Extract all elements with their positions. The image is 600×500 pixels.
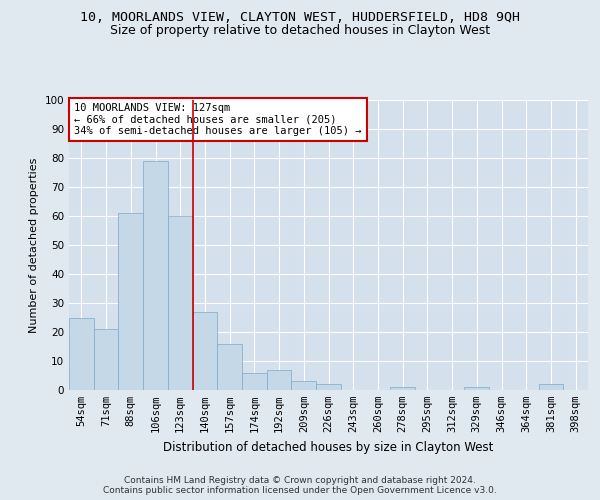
Bar [390,387,415,390]
Text: Size of property relative to detached houses in Clayton West: Size of property relative to detached ho… [110,24,490,37]
Bar [217,344,242,390]
X-axis label: Distribution of detached houses by size in Clayton West: Distribution of detached houses by size … [163,440,494,454]
Bar [242,372,267,390]
Bar [193,312,217,390]
Y-axis label: Number of detached properties: Number of detached properties [29,158,39,332]
Bar [316,384,341,390]
Bar [292,382,316,390]
Bar [464,387,489,390]
Bar [143,161,168,390]
Text: 10 MOORLANDS VIEW: 127sqm
← 66% of detached houses are smaller (205)
34% of semi: 10 MOORLANDS VIEW: 127sqm ← 66% of detac… [74,103,362,136]
Bar [118,213,143,390]
Text: 10, MOORLANDS VIEW, CLAYTON WEST, HUDDERSFIELD, HD8 9QH: 10, MOORLANDS VIEW, CLAYTON WEST, HUDDER… [80,11,520,24]
Bar [539,384,563,390]
Text: Contains HM Land Registry data © Crown copyright and database right 2024.
Contai: Contains HM Land Registry data © Crown c… [103,476,497,495]
Bar [69,318,94,390]
Bar [168,216,193,390]
Bar [94,329,118,390]
Bar [267,370,292,390]
